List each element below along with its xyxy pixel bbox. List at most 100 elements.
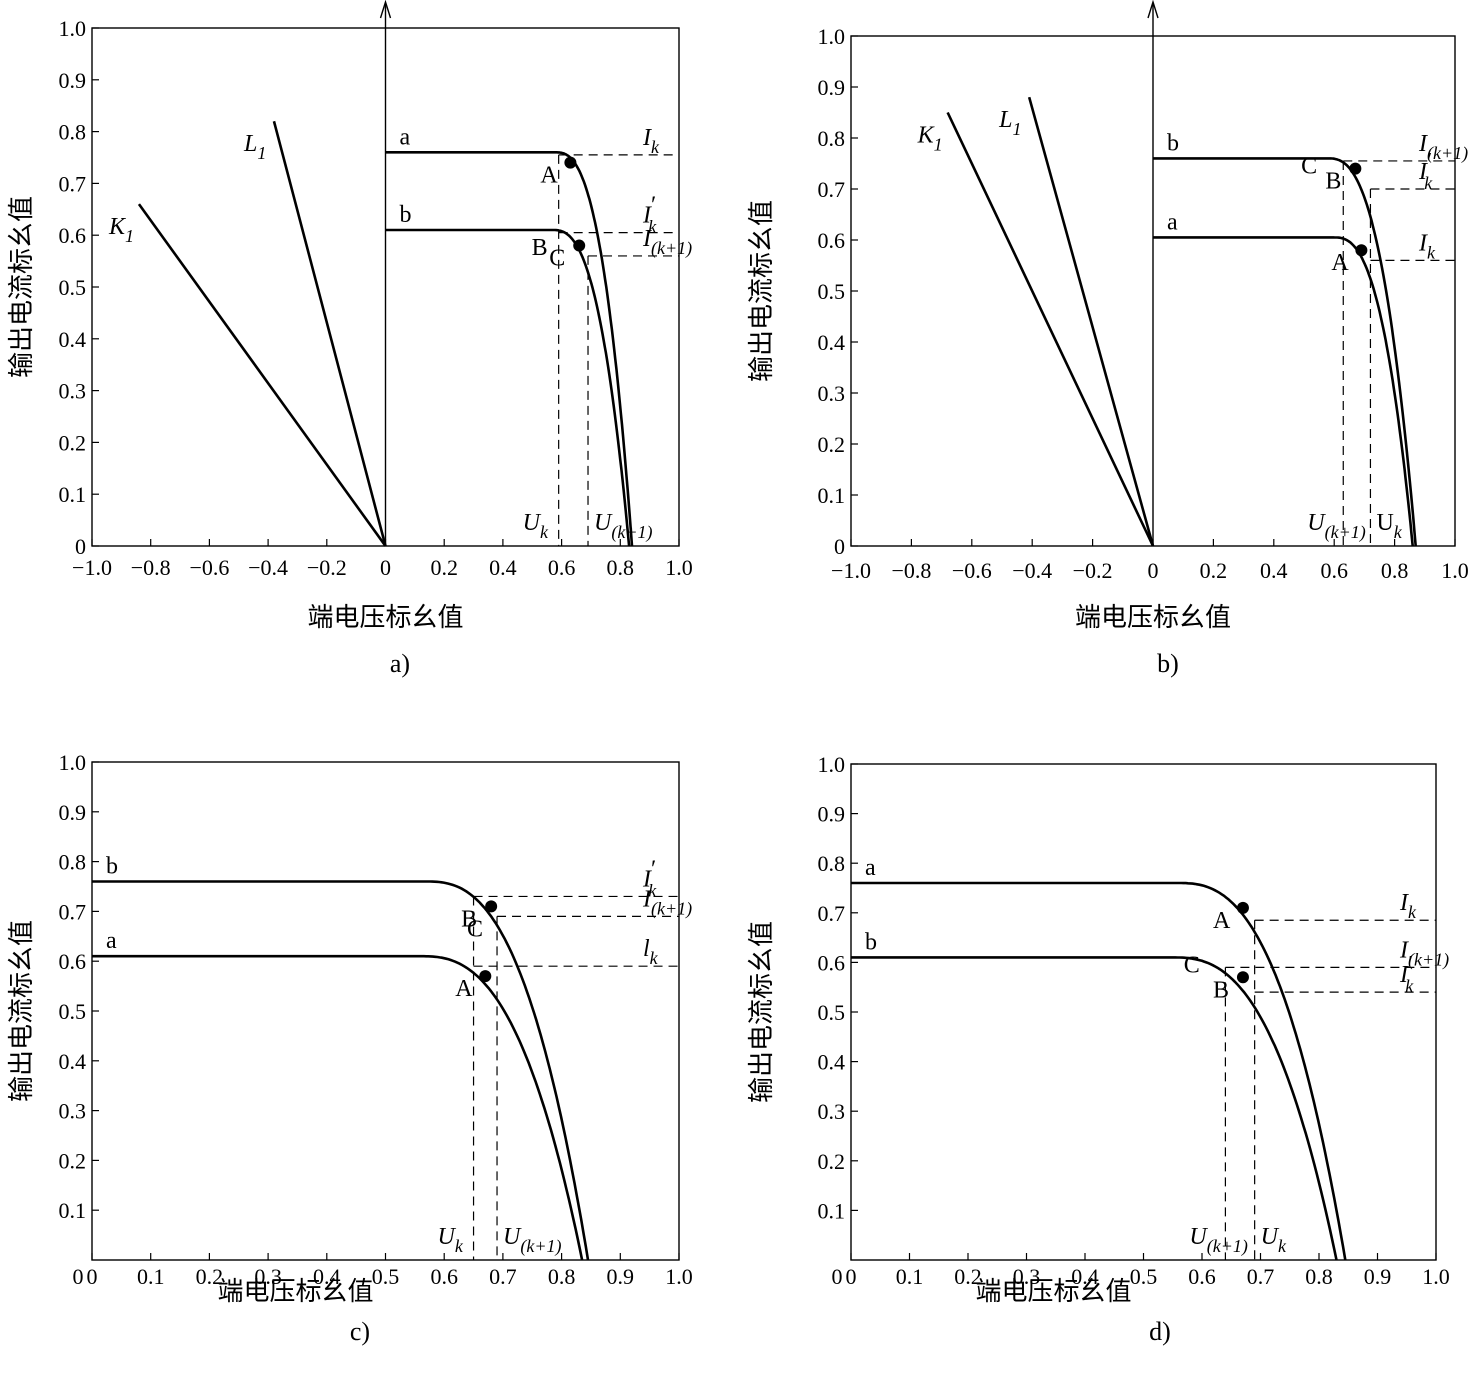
x-tick-label: −0.8 bbox=[891, 558, 931, 583]
panel-caption: b) bbox=[1157, 649, 1179, 678]
x-tick-label: 0.1 bbox=[137, 1264, 165, 1289]
point-label-C: C bbox=[549, 246, 565, 272]
axis-arrow-icon bbox=[379, 0, 392, 19]
x-tick-label: 0.6 bbox=[1188, 1264, 1216, 1289]
x-axis-title: 端电压标幺值 bbox=[1075, 603, 1231, 633]
y-tick-label: 0.8 bbox=[818, 851, 846, 876]
point-label-A: A bbox=[1331, 250, 1349, 276]
point-label-B: B bbox=[1325, 169, 1341, 195]
point-label-B: B bbox=[1213, 977, 1229, 1003]
iv-curve-b bbox=[385, 228, 631, 547]
current-label: I(k+1) bbox=[642, 886, 692, 919]
x-tick-label: 0.9 bbox=[607, 1264, 635, 1289]
y-tick-label: 0.7 bbox=[818, 177, 846, 202]
y-tick-label: 0.4 bbox=[818, 1050, 846, 1075]
current-label: I′ k bbox=[642, 856, 657, 900]
x-tick-label: −0.6 bbox=[952, 558, 992, 583]
x-tick-label: 0.6 bbox=[548, 555, 576, 580]
load-line-label: L1 bbox=[243, 131, 266, 163]
y-tick-label: 0.2 bbox=[59, 430, 87, 455]
voltage-label: U(k+1) bbox=[1307, 510, 1365, 543]
y-tick-label: 1.0 bbox=[59, 16, 87, 41]
y-tick-label: 0.8 bbox=[59, 120, 87, 145]
y-tick-label: 0.5 bbox=[818, 279, 846, 304]
y-tick-label: 0.7 bbox=[59, 899, 87, 924]
chart-panel-4: 0 0.1 0.2 0.3 0.4 0.5 0.6 0.7 0.8 0.9 1.0 0.1 0.2 0.3… bbox=[747, 752, 1450, 1346]
point-label-B: B bbox=[532, 235, 548, 261]
operating-point-A bbox=[479, 970, 492, 983]
voltage-label: Uk bbox=[523, 510, 549, 542]
x-tick-label: 0.8 bbox=[548, 1264, 576, 1289]
iv-curve-b bbox=[1153, 157, 1417, 547]
plot-frame bbox=[91, 761, 680, 1261]
operating-point-A bbox=[1236, 901, 1249, 914]
x-tick-label: 1.0 bbox=[665, 555, 693, 580]
x-tick-label: 0.5 bbox=[372, 1264, 400, 1289]
y-tick-label: 0.5 bbox=[59, 999, 87, 1024]
x-tick-label: 0.4 bbox=[489, 555, 517, 580]
x-tick-label: 1.0 bbox=[1422, 1264, 1450, 1289]
voltage-label: U(k+1) bbox=[503, 1224, 561, 1257]
y-tick-label: 0.4 bbox=[59, 327, 87, 352]
y-tick-label: 0.1 bbox=[818, 1198, 846, 1223]
plot-frame bbox=[850, 763, 1437, 1261]
y-tick-label: 0.1 bbox=[59, 1198, 87, 1223]
y-tick-label: 0.6 bbox=[59, 949, 87, 974]
panel-caption: a) bbox=[390, 649, 410, 678]
x-tick-label: 0.3 bbox=[254, 1264, 282, 1289]
x-axis-title: 端电压标幺值 bbox=[975, 1277, 1131, 1307]
voltage-label: Uk bbox=[438, 1224, 464, 1256]
y-tick-label: 0 bbox=[834, 534, 845, 559]
current-label: Ik bbox=[1399, 890, 1417, 922]
x-tick-label: 0.9 bbox=[1364, 1264, 1392, 1289]
operating-point-C bbox=[573, 239, 586, 252]
x-tick-label: 0.2 bbox=[1200, 558, 1228, 583]
load-line-label: K1 bbox=[917, 123, 943, 155]
current-label: I′ k bbox=[1399, 952, 1414, 996]
point-label-A: A bbox=[455, 976, 473, 1002]
x-tick-label: 0.8 bbox=[1381, 558, 1409, 583]
x-tick-label: 0.6 bbox=[1320, 558, 1348, 583]
y-tick-label: 0.6 bbox=[818, 228, 846, 253]
load-line-K bbox=[137, 203, 387, 547]
point-label-C: C bbox=[467, 916, 483, 942]
y-axis-title: 输出电流标幺值 bbox=[7, 920, 37, 1102]
y-axis-title: 输出电流标幺值 bbox=[747, 921, 777, 1103]
series-label-a: a bbox=[1167, 209, 1178, 235]
axis-arrow-icon bbox=[1147, 0, 1159, 19]
panel-caption: c) bbox=[350, 1317, 370, 1346]
y-tick-label: 1.0 bbox=[818, 752, 846, 777]
load-line-label: L1 bbox=[998, 107, 1021, 139]
x-axis-title: 端电压标幺值 bbox=[217, 1277, 373, 1307]
iv-curve-a bbox=[92, 954, 584, 1261]
x-tick-label: −1.0 bbox=[72, 555, 112, 580]
panel-caption: d) bbox=[1149, 1317, 1171, 1346]
origin-label: 0 bbox=[73, 1264, 84, 1289]
y-tick-label: 0.4 bbox=[59, 1049, 87, 1074]
series-label-b: b bbox=[106, 854, 118, 880]
x-tick-label: 0.4 bbox=[1260, 558, 1288, 583]
iv-curve-a bbox=[1153, 236, 1414, 547]
series-label-a: a bbox=[106, 928, 117, 954]
y-tick-label: 0.7 bbox=[59, 171, 87, 196]
y-tick-label: 0.5 bbox=[818, 1000, 846, 1025]
iv-curve-a bbox=[385, 151, 634, 547]
x-tick-label: 0.2 bbox=[196, 1264, 224, 1289]
x-tick-label: 1.0 bbox=[1441, 558, 1469, 583]
y-tick-label: 1.0 bbox=[59, 750, 87, 775]
x-tick-label: 0.2 bbox=[430, 555, 458, 580]
current-label: Ik bbox=[642, 125, 660, 157]
iv-curve-b bbox=[851, 956, 1338, 1261]
current-label: I(k+1) bbox=[642, 226, 692, 259]
voltage-label: U(k+1) bbox=[1189, 1224, 1247, 1257]
x-tick-label: −0.6 bbox=[189, 555, 229, 580]
point-label-B: B bbox=[461, 906, 477, 932]
y-tick-label: 0.9 bbox=[818, 802, 846, 827]
point-label-C: C bbox=[1301, 153, 1317, 179]
operating-point-B bbox=[485, 900, 498, 913]
current-label: lk bbox=[643, 936, 659, 968]
y-tick-label: 0.3 bbox=[818, 381, 846, 406]
operating-point-A bbox=[564, 156, 577, 169]
voltage-label: Uk bbox=[1261, 1224, 1287, 1256]
